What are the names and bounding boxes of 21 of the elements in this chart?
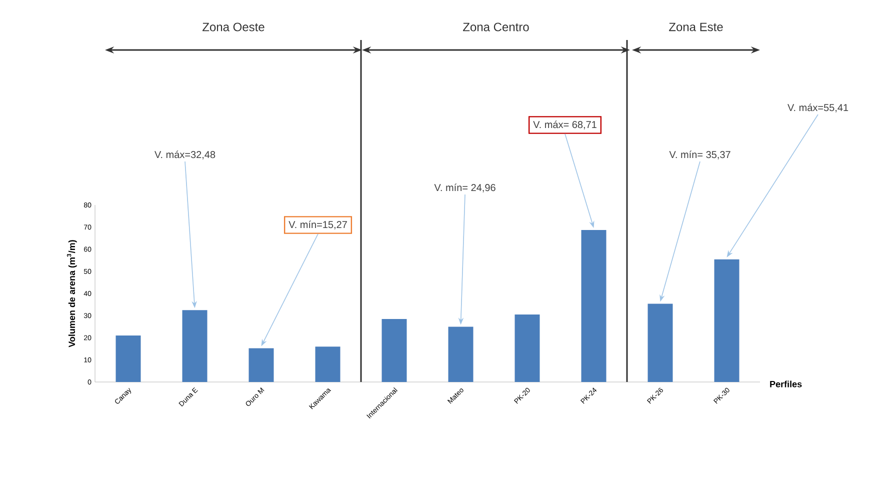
text: Zona Centro [463,22,529,32]
bar [714,259,740,382]
bar [648,304,673,382]
bar [448,326,474,382]
bar [315,346,340,382]
x-axis-title: Perfiles [770,380,802,388]
bar [116,336,141,382]
text: Volumen de arena (m$^{3}$/m) [66,240,77,348]
annotation: V. mín= 35,37 [669,150,730,160]
bar [514,314,540,382]
text: Zona Oeste [202,22,264,32]
annotation: V. máx=32,48 [154,150,216,160]
annotation: V. máx=55,41 [788,104,848,112]
bar [581,230,606,382]
text: Zona Este [669,22,723,32]
annotation: V. mín=15,27 [288,220,347,230]
annotation: V. máx= 68,71 [533,120,596,130]
bar [182,310,208,382]
annotation: V. mín= 24,96 [434,184,496,192]
bar [382,318,407,382]
bar [248,348,274,382]
